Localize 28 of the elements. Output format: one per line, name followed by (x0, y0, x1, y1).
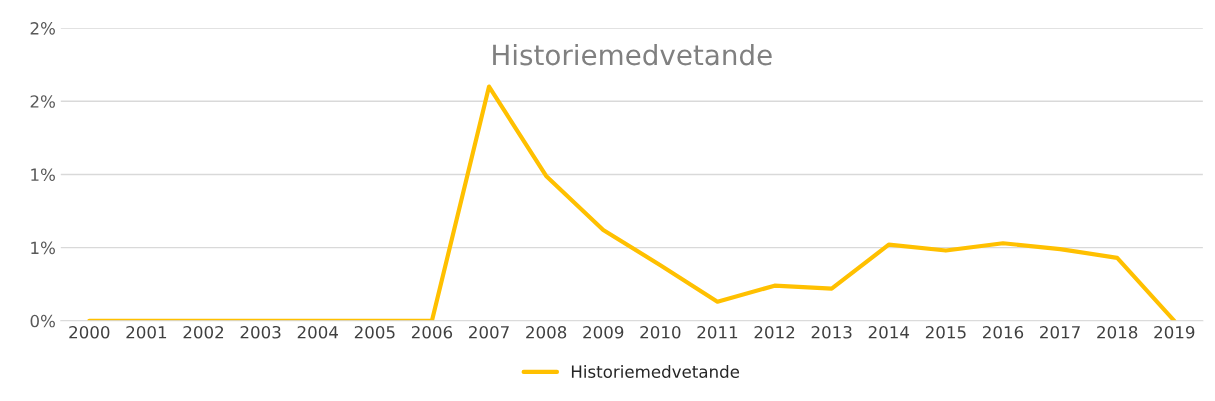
x-tick-label: 2008 (526, 325, 567, 339)
y-tick-label: 1% (31, 168, 55, 181)
x-tick-label: 2018 (1097, 325, 1138, 339)
y-tick-label: 0% (30, 314, 55, 328)
chart-title: Historiemedvetande (493, 43, 772, 66)
x-tick-label: 2012 (754, 325, 795, 339)
line-series (87, 84, 1177, 321)
x-tick-label: 2002 (183, 325, 224, 339)
x-tick-label: 2001 (126, 325, 167, 339)
x-tick-label: 2004 (297, 325, 338, 339)
x-tick-label: 2015 (925, 325, 966, 339)
y-tick-label: 2% (30, 95, 55, 108)
x-tick-label: 2016 (983, 325, 1024, 339)
x-tick-label: 2005 (354, 325, 395, 339)
x-tick-label: 2011 (697, 325, 738, 339)
x-tick-label: 2013 (811, 325, 852, 339)
x-tick-label: 2009 (583, 325, 624, 339)
legend-label: Historiemedvetande (571, 365, 740, 378)
x-tick-label: 2006 (411, 325, 453, 339)
x-tick-label: 2007 (469, 325, 509, 339)
x-tick-label: 2000 (69, 325, 110, 339)
x-tick-label: 2003 (240, 325, 281, 339)
x-tick-label: 2010 (640, 325, 681, 339)
y-tick-label: 2% (30, 22, 55, 35)
x-tick-label: 2017 (1040, 325, 1080, 339)
x-tick-label: 2019 (1154, 325, 1195, 339)
x-tick-label: 2014 (868, 325, 910, 339)
y-tick-label: 1% (31, 241, 55, 255)
